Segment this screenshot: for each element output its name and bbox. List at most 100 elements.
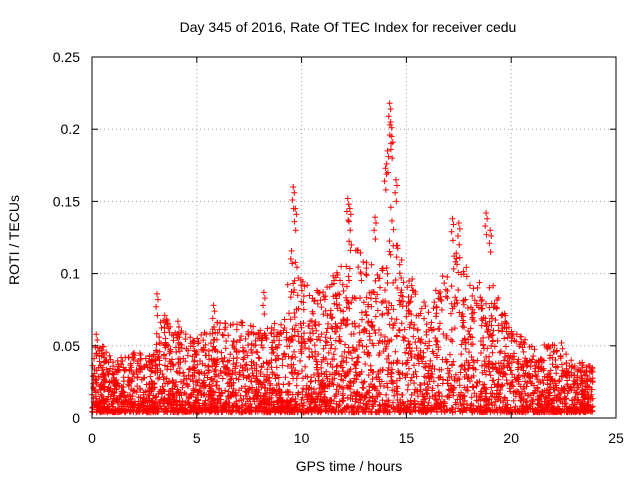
data-point	[317, 337, 324, 344]
data-point	[136, 362, 143, 369]
data-point	[415, 393, 422, 400]
data-point	[501, 350, 508, 357]
data-point	[118, 361, 125, 368]
data-point	[432, 335, 439, 342]
data-point	[476, 408, 483, 415]
data-point	[382, 165, 389, 172]
data-point	[264, 366, 271, 373]
data-point	[439, 273, 446, 280]
data-point	[176, 398, 183, 405]
data-point	[240, 356, 247, 363]
data-point	[165, 325, 172, 332]
data-point	[407, 298, 414, 305]
data-point	[258, 364, 265, 371]
data-point	[408, 354, 415, 361]
data-point	[496, 369, 503, 376]
data-point	[484, 409, 491, 416]
data-point	[125, 381, 132, 388]
data-point	[393, 198, 400, 205]
data-point	[456, 241, 463, 248]
data-point	[514, 375, 521, 382]
data-point	[165, 378, 172, 385]
data-point	[201, 391, 208, 398]
data-point	[432, 287, 439, 294]
data-point	[386, 321, 393, 328]
data-point	[563, 396, 570, 403]
data-point	[417, 310, 424, 317]
data-point	[246, 385, 253, 392]
data-point	[358, 379, 365, 386]
data-point	[201, 372, 208, 379]
data-point	[313, 327, 320, 334]
data-point	[388, 124, 395, 131]
data-point	[355, 399, 362, 406]
data-point	[268, 329, 275, 336]
data-point	[271, 387, 278, 394]
data-point	[126, 366, 133, 373]
data-point	[409, 275, 416, 282]
data-point	[230, 338, 237, 345]
data-point	[306, 292, 313, 299]
data-point	[241, 407, 248, 414]
data-point	[359, 408, 366, 415]
data-point	[483, 353, 490, 360]
data-point	[398, 320, 405, 327]
data-point	[412, 339, 419, 346]
data-point	[377, 331, 384, 338]
data-point	[129, 371, 136, 378]
data-point	[199, 360, 206, 367]
data-point	[218, 390, 225, 397]
data-point	[353, 358, 360, 365]
data-point	[385, 397, 392, 404]
data-point	[574, 397, 581, 404]
data-point	[191, 357, 198, 364]
data-point	[528, 397, 535, 404]
data-point	[428, 327, 435, 334]
data-point	[382, 186, 389, 193]
data-point	[308, 385, 315, 392]
y-axis-label: ROTI / TECUs	[6, 195, 22, 285]
data-point	[164, 363, 171, 370]
data-point	[288, 365, 295, 372]
data-point	[182, 336, 189, 343]
data-point	[448, 228, 455, 235]
data-point	[385, 113, 392, 120]
data-point	[194, 361, 201, 368]
data-point	[517, 333, 524, 340]
data-point	[224, 358, 231, 365]
x-axis-label: GPS time / hours	[296, 458, 403, 474]
data-point	[343, 294, 350, 301]
data-point	[352, 323, 359, 330]
data-point	[191, 369, 198, 376]
data-point	[429, 385, 436, 392]
data-point	[468, 353, 475, 360]
data-point	[325, 409, 332, 416]
data-point	[468, 394, 475, 401]
data-point	[232, 400, 239, 407]
data-point	[176, 365, 183, 372]
data-point	[155, 375, 162, 382]
data-point	[167, 348, 174, 355]
data-point	[417, 386, 424, 393]
data-point	[449, 215, 456, 222]
data-point	[307, 378, 314, 385]
data-point	[285, 389, 292, 396]
data-point	[196, 370, 203, 377]
data-point	[449, 409, 456, 416]
data-point	[134, 383, 141, 390]
data-point	[252, 404, 259, 411]
data-point	[141, 396, 148, 403]
data-point	[373, 374, 380, 381]
data-point	[487, 227, 494, 234]
data-point	[449, 362, 456, 369]
data-point	[585, 363, 592, 370]
data-point	[256, 355, 263, 362]
data-point	[495, 327, 502, 334]
data-point	[452, 258, 459, 265]
data-point	[153, 393, 160, 400]
data-point	[346, 238, 353, 245]
data-point	[103, 366, 110, 373]
data-point	[342, 322, 349, 329]
data-point	[345, 217, 352, 224]
data-point	[480, 334, 487, 341]
